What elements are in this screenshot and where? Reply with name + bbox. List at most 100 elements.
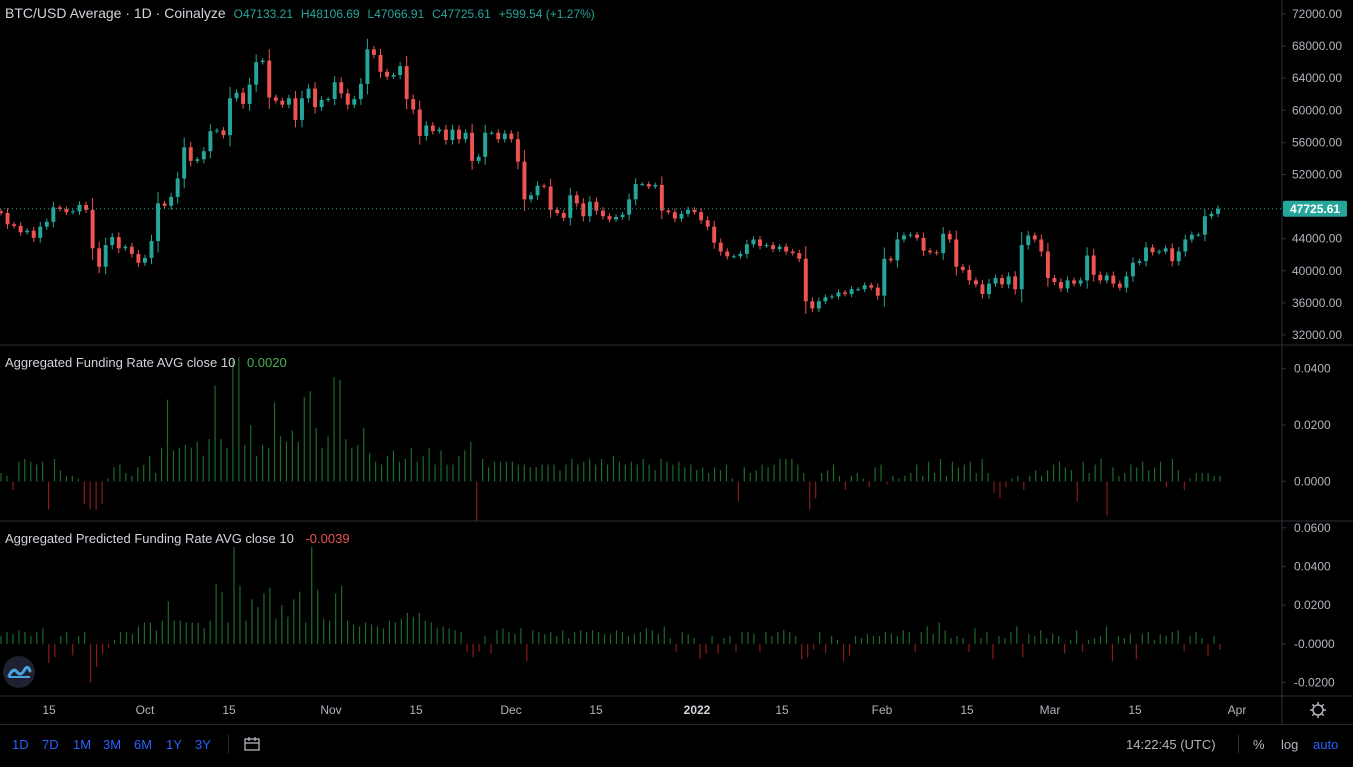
candle-body <box>71 211 75 213</box>
candle-body <box>12 224 17 226</box>
candle-body <box>470 132 475 161</box>
candle-body <box>1019 245 1024 290</box>
candle-body <box>1006 276 1011 285</box>
symbol-title[interactable]: BTC/USD Average · 1D · Coinalyze <box>5 5 226 21</box>
candle-body <box>424 125 429 136</box>
candle-body <box>901 235 906 240</box>
ohlc-close: C47725.61 <box>432 7 491 21</box>
timeframe-3m[interactable]: 3M <box>103 737 122 752</box>
candle-body <box>561 213 566 218</box>
candle-body <box>993 277 998 284</box>
candle-body <box>1202 216 1207 235</box>
candle-body <box>103 245 108 267</box>
candle-body <box>568 195 573 218</box>
candle-body <box>385 71 390 77</box>
candle-body <box>653 184 658 187</box>
candle-body <box>764 245 769 247</box>
ohlc-change: +599.54 (+1.27%) <box>498 7 595 21</box>
candle-body <box>581 203 586 217</box>
candle-body <box>620 214 625 218</box>
candle-body <box>358 83 363 100</box>
candle-body <box>352 99 357 105</box>
funding-tick-label: 0.0200 <box>1294 418 1331 432</box>
candle-body <box>862 285 867 290</box>
candle-body <box>934 252 939 254</box>
candle-body <box>319 99 324 108</box>
candle-body <box>38 226 43 238</box>
predicted-tick-label: 0.0600 <box>1294 521 1331 535</box>
funding-title[interactable]: Aggregated Funding Rate AVG close 10 <box>5 355 236 370</box>
candle-body <box>273 97 278 101</box>
candle-body <box>751 239 756 245</box>
settings-gear-icon[interactable] <box>1310 702 1326 718</box>
timeframe-6m[interactable]: 6M <box>134 737 153 752</box>
candle-body <box>1078 280 1083 284</box>
time-tick-label: Apr <box>1228 703 1247 717</box>
candle-body <box>692 209 697 213</box>
candle-body <box>744 244 749 254</box>
date-range-icon[interactable] <box>243 735 261 758</box>
log-toggle[interactable]: log <box>1281 737 1299 752</box>
candle-body <box>731 256 736 258</box>
timeframe-7d[interactable]: 7D <box>42 737 59 752</box>
candle-body <box>666 210 671 213</box>
candle-body <box>280 100 285 105</box>
candle-body <box>1111 275 1116 284</box>
time-tick-label: Oct <box>136 703 155 717</box>
candle-body <box>1189 234 1194 240</box>
candle-body <box>365 49 370 84</box>
ohlc-low: L47066.91 <box>367 7 425 21</box>
candle-body <box>816 301 821 309</box>
candle-body <box>882 258 887 296</box>
candle-body <box>391 75 396 77</box>
candle-body <box>188 147 193 161</box>
candle-body <box>535 185 540 196</box>
price-tick-label: 44000.00 <box>1292 232 1342 246</box>
candle-body <box>967 269 972 281</box>
candle-body <box>90 209 95 249</box>
candle-body <box>267 60 272 98</box>
percent-toggle[interactable]: % <box>1253 737 1265 752</box>
candle-body <box>784 246 789 252</box>
candle-body <box>941 233 946 254</box>
candle-body <box>790 251 795 254</box>
predicted-title[interactable]: Aggregated Predicted Funding Rate AVG cl… <box>5 531 294 546</box>
timeframe-1d[interactable]: 1D <box>12 737 29 752</box>
time-tick-label: 15 <box>222 703 236 717</box>
candle-body <box>496 132 501 140</box>
candle-body <box>1183 239 1188 252</box>
candle-body <box>286 98 291 105</box>
candle-body <box>463 132 468 140</box>
candle-body <box>195 159 200 161</box>
utc-clock[interactable]: 14:22:45 (UTC) <box>1126 737 1216 752</box>
candle-body <box>332 82 337 100</box>
predicted-tick-label: 0.0200 <box>1294 598 1331 612</box>
candle-body <box>1157 251 1162 253</box>
candle-body <box>888 258 893 261</box>
candle-body <box>856 289 861 291</box>
candle-body <box>895 239 900 261</box>
candle-body <box>31 230 36 238</box>
auto-toggle[interactable]: auto <box>1313 737 1339 752</box>
coinalyze-logo[interactable] <box>3 656 35 688</box>
predicted-value: -0.0039 <box>305 531 350 546</box>
candle-body <box>64 208 69 213</box>
timeframe-1y[interactable]: 1Y <box>166 737 182 752</box>
candle-body <box>326 99 331 101</box>
candle-body <box>823 297 828 302</box>
candle-body <box>928 250 933 253</box>
time-tick-label: Dec <box>500 703 521 717</box>
candle-body <box>77 204 82 212</box>
candle-body <box>987 283 991 295</box>
price-tick-label: 40000.00 <box>1292 264 1342 278</box>
timeframe-3y[interactable]: 3Y <box>195 737 211 752</box>
candle-body <box>600 210 605 217</box>
candle-body <box>947 233 952 240</box>
candle-body <box>758 239 762 246</box>
candle-body <box>175 178 180 197</box>
timeframe-1m[interactable]: 1M <box>73 737 92 752</box>
candle-body <box>149 241 154 258</box>
candle-body <box>97 248 102 267</box>
